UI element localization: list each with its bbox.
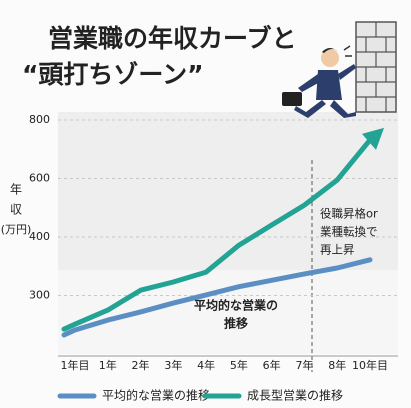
arrow-head	[362, 127, 384, 150]
annotation: 推移	[224, 316, 248, 331]
y-axis-label: (万円)	[1, 223, 32, 236]
title-line: “頭打ちゾーン”	[22, 60, 204, 89]
x-tick-label: 4年	[197, 358, 215, 372]
x-tick-label: 1年目	[61, 358, 90, 372]
series-line	[61, 137, 373, 332]
y-axis-label: 年	[10, 183, 22, 197]
y-tick-label: 300	[29, 289, 50, 302]
runner-illustration	[282, 45, 356, 118]
x-tick-label: 8年	[328, 358, 346, 372]
series-line	[61, 257, 373, 338]
zone-band	[58, 112, 398, 270]
x-tick-label: 3年	[164, 358, 182, 372]
x-tick-label: 7年	[295, 358, 313, 372]
y-axis-label: 収	[10, 203, 22, 217]
title-line: 営業職の年収カーブと	[48, 24, 297, 53]
y-tick-label: 800	[29, 113, 50, 126]
wall	[355, 21, 397, 113]
lower-band	[58, 270, 398, 354]
legend-label: 平均的な営業の推移	[102, 388, 210, 403]
x-tick-label: 2年	[132, 358, 150, 372]
annotation: 平均的な営業の	[194, 298, 278, 313]
annotation: 役職昇格or	[320, 207, 378, 221]
x-tick-label: 10年目	[352, 358, 388, 372]
x-tick-label: 5年	[230, 358, 248, 372]
legend-label: 成長型営業の推移	[247, 389, 343, 403]
y-tick-label: 400	[29, 230, 50, 243]
x-tick-label: 6年	[263, 358, 281, 372]
x-tick-label: 1年	[99, 358, 117, 372]
annotation: 再上昇	[320, 243, 355, 257]
annotation: 業種転換で	[320, 225, 378, 239]
y-tick-label: 600	[29, 172, 50, 185]
